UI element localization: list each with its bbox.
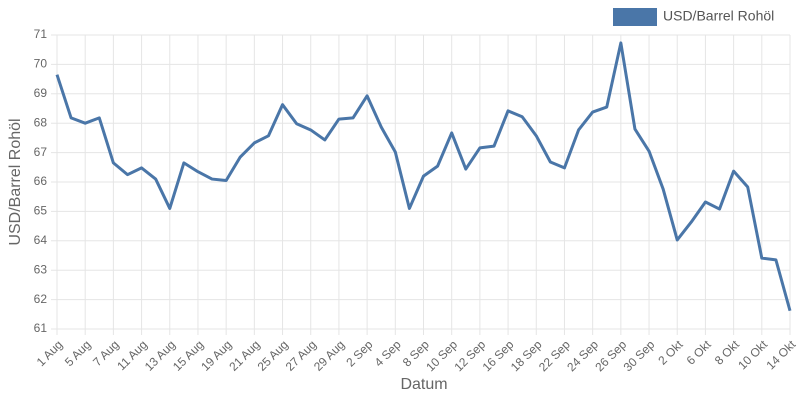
x-tick-label: 2 Okt [655, 337, 686, 368]
x-tick-label: 4 Sep [372, 337, 404, 369]
y-tick-label: 64 [34, 233, 48, 247]
x-tick-label: 29 Aug [311, 337, 347, 373]
line [55, 41, 792, 312]
x-tick-label: 1 Aug [34, 337, 66, 369]
x-tick-label: 15 Aug [170, 337, 206, 373]
legend-label: USD/Barrel Rohöl [663, 8, 774, 24]
y-axis-title: USD/Barrel Rohöl [7, 118, 24, 245]
x-tick-label: 10 Okt [735, 337, 770, 372]
x-tick-label: 6 Okt [684, 337, 715, 368]
x-tick-label: 5 Aug [62, 337, 94, 369]
y-tick-label: 67 [34, 145, 48, 159]
x-tick-label: 30 Sep [621, 337, 658, 374]
y-tick-label: 63 [34, 262, 48, 276]
y-tick-label: 69 [34, 86, 48, 100]
y-tick-label: 68 [34, 115, 48, 129]
x-tick-label: 13 Aug [142, 337, 178, 373]
y-tick-label: 65 [34, 204, 48, 218]
legend-swatch [613, 8, 657, 26]
x-tick-label: 21 Aug [226, 337, 262, 373]
x-tick-label: 14 Okt [763, 337, 798, 372]
x-tick-label: 2 Sep [343, 337, 375, 369]
x-tick-label: 27 Aug [283, 337, 319, 373]
y-tick-label: 61 [34, 321, 48, 335]
y-tick-label: 66 [34, 174, 48, 188]
x-axis-title: Datum [400, 376, 447, 393]
y-tick-label: 71 [34, 27, 48, 41]
x-tick-label: 19 Aug [198, 337, 234, 373]
y-tick-label: 62 [34, 292, 48, 306]
x-tick-label: 25 Aug [255, 337, 291, 373]
y-tick-label: 70 [34, 57, 48, 71]
